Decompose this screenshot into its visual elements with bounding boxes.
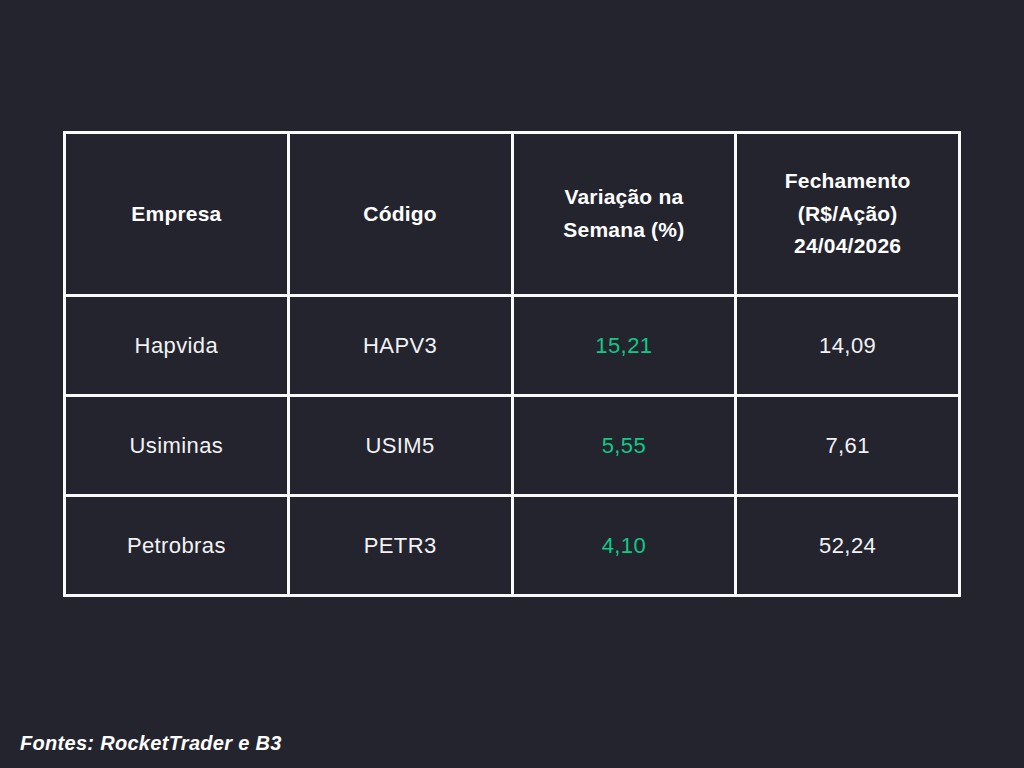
infographic-canvas: Empresa Código Variação na Semana (%) Fe… bbox=[0, 0, 1024, 768]
sources-note: Fontes: RocketTrader e B3 bbox=[20, 732, 282, 755]
cell-fechamento: 14,09 bbox=[736, 296, 960, 396]
cell-empresa: Usiminas bbox=[65, 396, 289, 496]
table-row-usiminas: Usiminas USIM5 5,55 7,61 bbox=[65, 396, 960, 496]
cell-fechamento: 7,61 bbox=[736, 396, 960, 496]
col-header-variacao-semana: Variação na Semana (%) bbox=[512, 133, 736, 296]
cell-variacao: 15,21 bbox=[512, 296, 736, 396]
table-row-hapvida: Hapvida HAPV3 15,21 14,09 bbox=[65, 296, 960, 396]
cell-codigo: PETR3 bbox=[288, 496, 512, 596]
cell-fechamento: 52,24 bbox=[736, 496, 960, 596]
cell-variacao: 4,10 bbox=[512, 496, 736, 596]
cell-codigo: USIM5 bbox=[288, 396, 512, 496]
table-row-petrobras: Petrobras PETR3 4,10 52,24 bbox=[65, 496, 960, 596]
cell-codigo: HAPV3 bbox=[288, 296, 512, 396]
col-header-fechamento: Fechamento (R$/Ação) 24/04/2026 bbox=[736, 133, 960, 296]
col-header-codigo: Código bbox=[288, 133, 512, 296]
cell-empresa: Hapvida bbox=[65, 296, 289, 396]
table-header-row: Empresa Código Variação na Semana (%) Fe… bbox=[65, 133, 960, 296]
col-header-empresa: Empresa bbox=[65, 133, 289, 296]
cell-empresa: Petrobras bbox=[65, 496, 289, 596]
stock-table: Empresa Código Variação na Semana (%) Fe… bbox=[63, 131, 961, 597]
cell-variacao: 5,55 bbox=[512, 396, 736, 496]
